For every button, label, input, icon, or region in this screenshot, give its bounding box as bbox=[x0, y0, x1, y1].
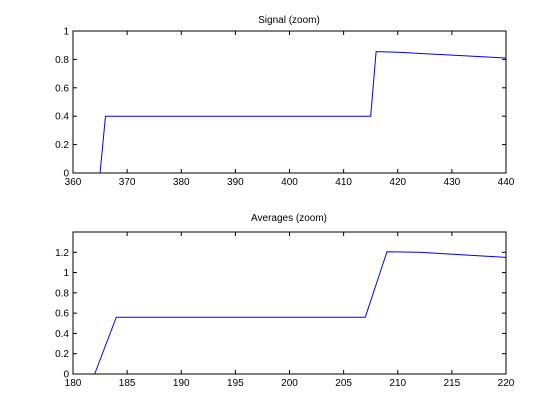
y-tick-label: 0 bbox=[63, 169, 69, 180]
x-tick-label: 215 bbox=[444, 378, 461, 389]
y-tick-label: 1 bbox=[63, 27, 69, 38]
y-tick-label: 0.6 bbox=[55, 83, 69, 94]
x-tick-label: 185 bbox=[119, 378, 136, 389]
x-tick-label: 380 bbox=[173, 177, 190, 188]
tick-layer: 180 185 190 195 200 205 210 215 220 0 0.2 0.4 0.6 0.8… bbox=[55, 232, 515, 389]
chart-title: Signal (zoom) bbox=[258, 15, 320, 26]
y-tick-label: 0 bbox=[63, 370, 69, 381]
x-tick-label: 220 bbox=[498, 378, 515, 389]
chart-title: Averages (zoom) bbox=[251, 213, 327, 224]
x-tick-label: 390 bbox=[227, 177, 244, 188]
x-tick-label: 430 bbox=[444, 177, 461, 188]
tick-layer: 360 370 380 390 400 410 420 430 440 0 0.2 0.4 0.6 0.8… bbox=[55, 27, 515, 189]
x-tick-label: 200 bbox=[281, 378, 298, 389]
x-tick-label: 420 bbox=[389, 177, 406, 188]
averages-chart: Averages (zoom) 180 185 190 195 200 205 210 215… bbox=[55, 213, 515, 389]
x-tick-label: 370 bbox=[119, 177, 136, 188]
y-tick-label: 0.4 bbox=[55, 112, 69, 123]
x-tick-label: 180 bbox=[65, 378, 82, 389]
line-layer bbox=[99, 51, 507, 174]
x-tick-label: 190 bbox=[173, 378, 190, 389]
y-tick-label: 0.4 bbox=[55, 329, 69, 340]
y-tick-label: 0.8 bbox=[55, 55, 69, 66]
y-tick-label: 0.6 bbox=[55, 309, 69, 320]
series-line bbox=[99, 51, 507, 174]
signal-chart: Signal (zoom) 360 370 380 390 400 410 420 430 44… bbox=[55, 15, 515, 188]
x-tick-label: 400 bbox=[281, 177, 298, 188]
y-tick-label: 1 bbox=[63, 268, 69, 279]
y-tick-label: 0.2 bbox=[55, 349, 69, 360]
x-tick-label: 440 bbox=[498, 177, 515, 188]
line-layer bbox=[94, 251, 507, 375]
series-line bbox=[94, 251, 507, 375]
y-tick-label: 1.2 bbox=[55, 248, 69, 259]
x-tick-label: 210 bbox=[389, 378, 406, 389]
x-tick-label: 195 bbox=[227, 378, 244, 389]
y-tick-label: 0.2 bbox=[55, 140, 69, 151]
x-tick-label: 205 bbox=[335, 378, 352, 389]
x-tick-label: 360 bbox=[65, 177, 82, 188]
x-tick-label: 410 bbox=[335, 177, 352, 188]
y-tick-label: 0.8 bbox=[55, 288, 69, 299]
